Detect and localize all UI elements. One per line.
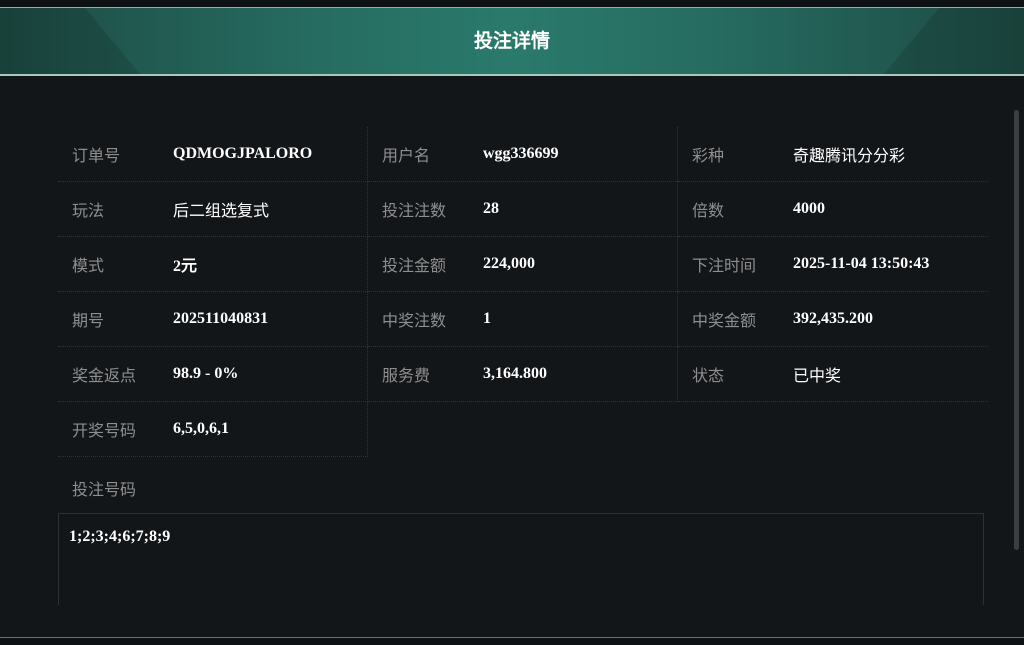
- field-value: 4000: [793, 200, 825, 217]
- detail-row: 模式 2元 投注金额 224,000 下注时间 2025-11-04 13:50:43: [58, 237, 988, 292]
- bet-detail-grid: 订单号 QDMOGJPALORO 用户名 wgg336699 彩种 奇趣腾讯分分彩 玩…: [58, 127, 988, 457]
- field-value: 202511040831: [173, 310, 269, 327]
- detail-row: 期号 202511040831 中奖注数 1 中奖金额 392,435.200: [58, 292, 988, 347]
- field-label: 用户名: [382, 146, 431, 165]
- field-draw-number: 开奖号码 6,5,0,6,1: [58, 402, 368, 457]
- field-value: 后二组选复式: [173, 201, 270, 220]
- field-label: 期号: [72, 311, 105, 330]
- field-label: 倍数: [692, 201, 725, 220]
- field-status: 状态 已中奖: [678, 347, 988, 402]
- field-label: 奖金返点: [72, 366, 137, 385]
- field-value: 2元: [173, 258, 198, 275]
- field-win-count: 中奖注数 1: [368, 292, 678, 347]
- field-label: 开奖号码: [72, 421, 137, 440]
- field-label: 模式: [72, 256, 105, 275]
- bet-numbers-box: 1;2;3;4;6;7;8;9: [58, 513, 984, 605]
- field-lottery-type: 彩种 奇趣腾讯分分彩: [678, 127, 988, 182]
- detail-row: 玩法 后二组选复式 投注注数 28 倍数 4000: [58, 182, 988, 237]
- field-bet-time: 下注时间 2025-11-04 13:50:43: [678, 237, 988, 292]
- field-rebate: 奖金返点 98.9 - 0%: [58, 347, 368, 402]
- field-value: 奇趣腾讯分分彩: [793, 146, 906, 165]
- dialog-title: 投注详情: [473, 30, 550, 52]
- field-value: 224,000: [483, 255, 535, 272]
- field-bet-count: 投注注数 28: [368, 182, 678, 237]
- field-value: 1: [483, 310, 491, 327]
- scrollbar[interactable]: [1014, 110, 1019, 550]
- field-multiplier: 倍数 4000: [678, 182, 988, 237]
- field-mode: 模式 2元: [58, 237, 368, 292]
- field-value: 392,435.200: [793, 310, 873, 327]
- field-value: wgg336699: [483, 145, 559, 162]
- field-value: 98.9 - 0%: [173, 365, 239, 382]
- field-value: 3,164.800: [483, 365, 547, 382]
- dialog-header: 投注详情: [0, 8, 1024, 76]
- field-label: 订单号: [72, 146, 121, 165]
- field-value: 6,5,0,6,1: [173, 420, 229, 437]
- field-label: 玩法: [72, 201, 105, 220]
- empty-cell: [678, 402, 988, 457]
- field-service-fee: 服务费 3,164.800: [368, 347, 678, 402]
- field-value: QDMOGJPALORO: [173, 145, 313, 162]
- field-order-id: 订单号 QDMOGJPALORO: [58, 127, 368, 182]
- field-value: 2025-11-04 13:50:43: [793, 255, 930, 272]
- detail-row: 开奖号码 6,5,0,6,1: [58, 402, 988, 457]
- field-label: 投注金额: [382, 256, 447, 275]
- field-win-amount: 中奖金额 392,435.200: [678, 292, 988, 347]
- field-label: 投注注数: [382, 201, 447, 220]
- field-play-type: 玩法 后二组选复式: [58, 182, 368, 237]
- field-label: 服务费: [382, 366, 431, 385]
- field-bet-amount: 投注金额 224,000: [368, 237, 678, 292]
- detail-row: 订单号 QDMOGJPALORO 用户名 wgg336699 彩种 奇趣腾讯分分彩: [58, 127, 988, 182]
- window-top-border: [0, 0, 1024, 8]
- detail-row: 奖金返点 98.9 - 0% 服务费 3,164.800 状态 已中奖: [58, 347, 988, 402]
- status-badge: 已中奖: [793, 366, 842, 385]
- field-label: 状态: [692, 366, 725, 385]
- field-issue-number: 期号 202511040831: [58, 292, 368, 347]
- field-label: 彩种: [692, 146, 725, 165]
- bet-numbers-label: 投注号码: [72, 480, 137, 499]
- field-value: 28: [483, 200, 499, 217]
- field-label: 下注时间: [692, 256, 757, 275]
- field-label: 中奖注数: [382, 311, 447, 330]
- empty-cell: [368, 402, 678, 457]
- field-label: 中奖金额: [692, 311, 757, 330]
- field-username: 用户名 wgg336699: [368, 127, 678, 182]
- window-bottom-border: [0, 637, 1024, 645]
